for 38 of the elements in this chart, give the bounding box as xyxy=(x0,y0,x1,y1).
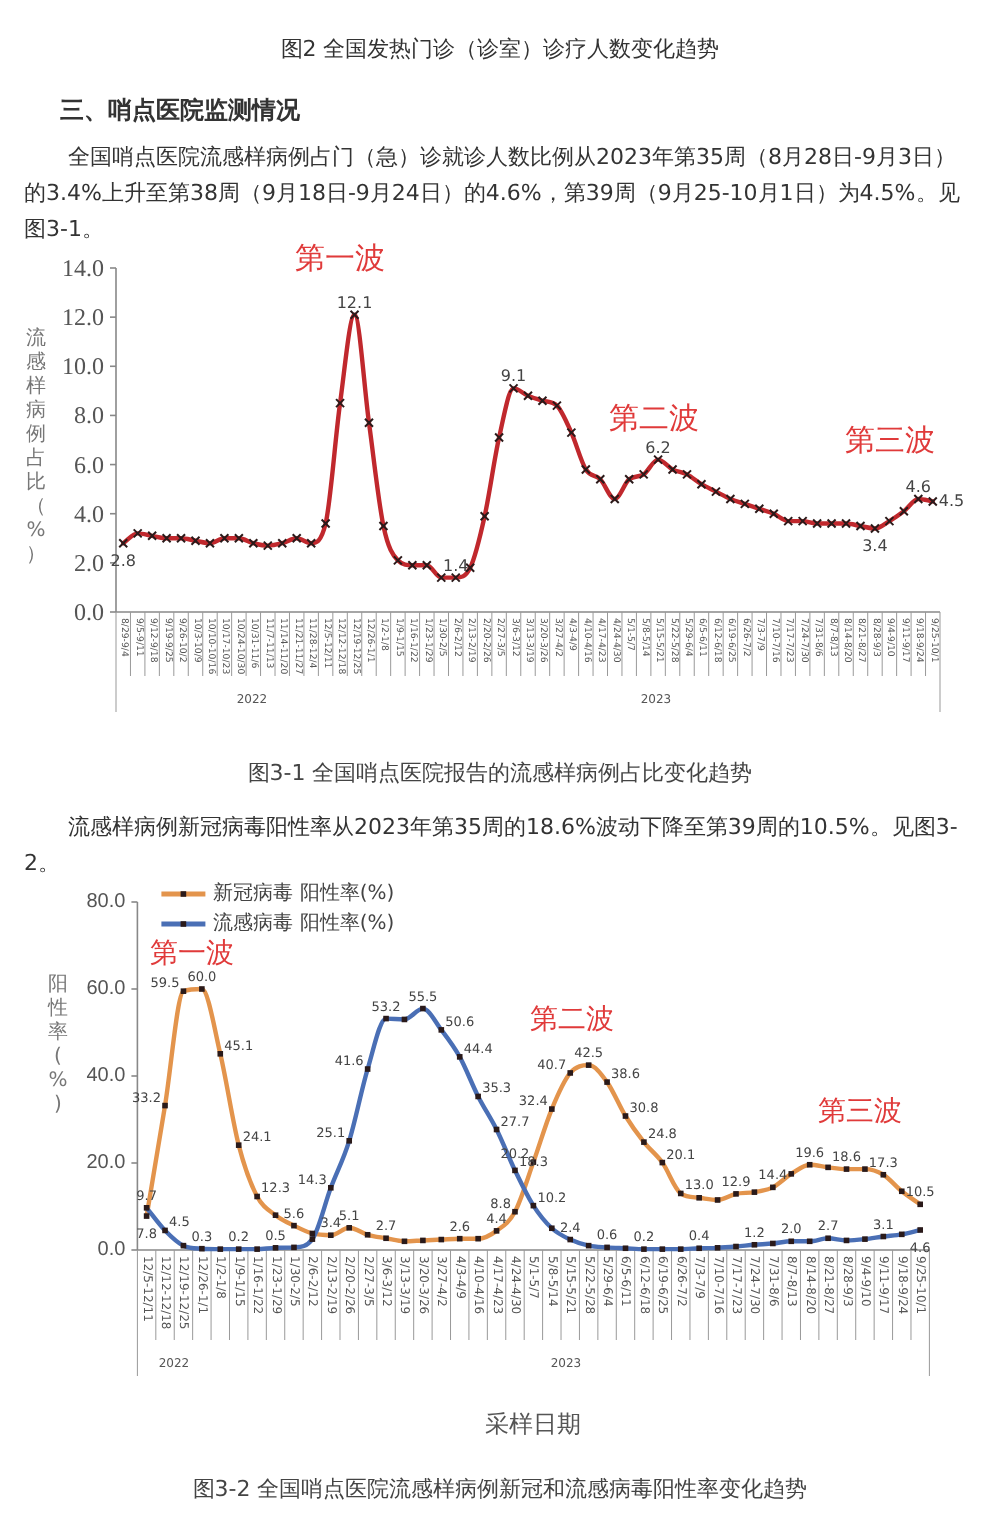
annotation: 第二波 xyxy=(609,400,699,436)
data-label: 3.4 xyxy=(862,537,888,556)
text: 三、哨点医院监测情况 xyxy=(60,94,302,128)
annotation: 第三波 xyxy=(845,422,935,458)
y-tick-label: 60.0 xyxy=(86,978,127,1000)
data-label: 12.1 xyxy=(336,293,373,312)
legend-label: 新冠病毒 阳性率(%) xyxy=(213,881,395,905)
text: 图3-1 全国哨点医院报告的流感样病例占比变化趋势 xyxy=(247,760,753,786)
data-label: 4.5 xyxy=(938,492,965,511)
y-tick-label: 2.0 xyxy=(74,548,104,577)
y-tick-label: 14.0 xyxy=(62,254,104,282)
annotation: 第三波 xyxy=(818,1096,902,1128)
y-tick-label: 10.0 xyxy=(62,352,104,381)
y-tick-label: 80.0 xyxy=(86,891,127,913)
x-axis-title: 采样日期 xyxy=(485,1410,582,1438)
y-tick-label: 8.0 xyxy=(74,401,104,430)
y-axis-title: 流感样病例占比（%） xyxy=(26,328,46,566)
y-tick-label: 20.0 xyxy=(86,1152,127,1174)
data-label: 4.6 xyxy=(905,477,932,496)
y-tick-label: 0.0 xyxy=(74,598,104,626)
y-tick-label: 6.0 xyxy=(74,450,104,479)
y-tick-label: 12.0 xyxy=(62,303,104,332)
y-tick-label: 0.0 xyxy=(97,1239,127,1261)
annotation: 第二波 xyxy=(530,1004,614,1036)
data-label: 1.4 xyxy=(442,556,469,575)
y-tick-label: 4.0 xyxy=(74,499,104,528)
annotation: 第一波 xyxy=(295,240,385,276)
caption: 图2 全国发热门诊（诊室）诊疗人数变化趋势 xyxy=(278,34,722,66)
text: 全国哨点医院流感样病例占门（急）诊就诊人数比例从2023年第35周（8月28日-9月3日）的3.4%上升至第38周（9月18日-9月24日）的4.6%，第39周（9月25-10月1日）为4.5%。见图3-1。 xyxy=(24,144,960,242)
data-label: 2.8 xyxy=(110,552,136,571)
y-axis-title: 阳性率(%) xyxy=(48,974,68,1116)
annotation: 第一波 xyxy=(150,938,234,970)
data-label: 9.1 xyxy=(500,367,527,386)
data-label: 6.2 xyxy=(645,438,671,457)
text: 图3-2 全国哨点医院流感样病例新冠和流感病毒阳性率变化趋势 xyxy=(192,1476,808,1502)
y-tick-label: 40.0 xyxy=(86,1065,127,1087)
legend-label: 流感病毒 阳性率(%) xyxy=(213,911,395,935)
text: 流感样病例新冠病毒阳性率从2023年第35周的18.6%波动下降至第39周的10.5%。见图3-2。 xyxy=(24,812,960,880)
